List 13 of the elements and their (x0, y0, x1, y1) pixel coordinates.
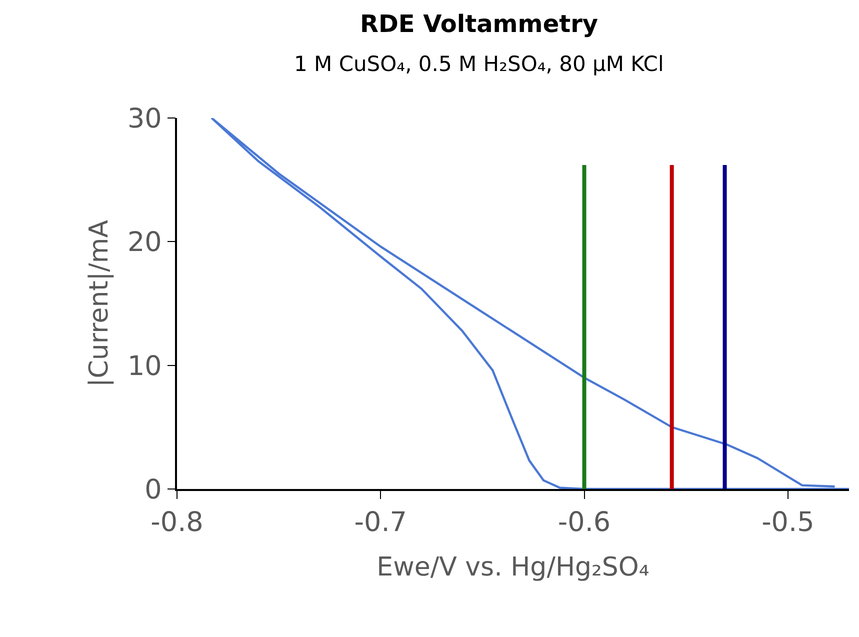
y-tick-label: 30 (127, 103, 162, 134)
y-tick-label: 10 (127, 350, 162, 382)
line-series (210, 118, 849, 489)
x-tick-label: -0.5 (762, 507, 814, 538)
chart-subtitle: 1 M CuSO₄, 0.5 M H₂SO₄, 80 µM KCl (294, 52, 664, 76)
y-tick-label: 0 (144, 474, 162, 506)
chart-title: RDE Voltammetry (360, 10, 598, 38)
y-axis-title: |Current|/mA (84, 220, 114, 388)
x-tick-label: -0.6 (558, 507, 611, 538)
x-tick-label: -0.7 (354, 507, 407, 538)
x-tick-label: -0.8 (150, 507, 204, 538)
x-axis-title: Ewe/V vs. Hg/Hg₂SO₄ (376, 552, 650, 582)
y-tick-label: 20 (127, 227, 162, 258)
